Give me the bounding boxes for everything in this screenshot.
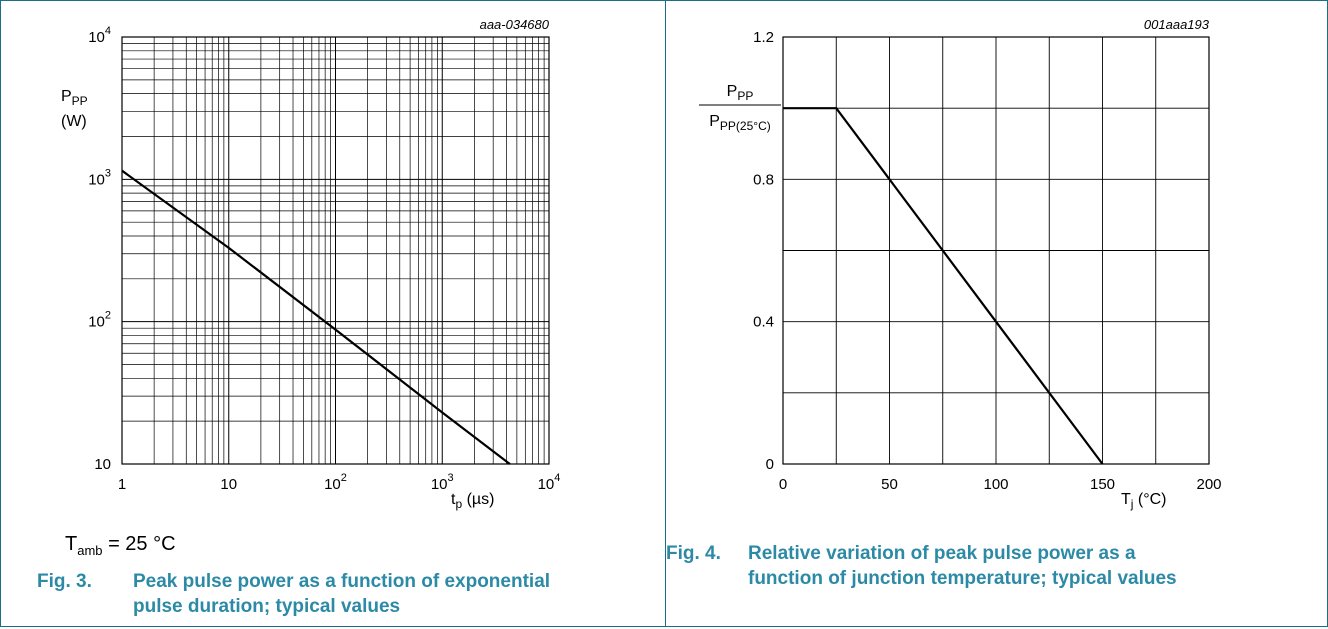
chart4-tick-labels: 0 50 100 150 200 0 0.4 0.8 1.2 — [753, 29, 1221, 493]
chart3-y-axis-unit: (W) — [61, 113, 87, 130]
chart3-y-tick-label: 104 — [88, 25, 111, 46]
chart3-tick-labels: 1 10 102 103 104 10 102 103 104 — [88, 25, 560, 493]
chart4-y-tick-label: 0.4 — [753, 314, 774, 331]
chart3-y-tick-label: 10 — [94, 456, 111, 473]
chart4-grid — [782, 36, 1210, 465]
chart4-x-axis-label: Tj (°C) — [1121, 491, 1167, 511]
relative-pulse-power-vs-temperature-chart: 0 50 100 150 200 0 0.4 0.8 1.2 001aaa193 PPP PPP… — [699, 17, 1222, 511]
chart3-x-tick-label: 102 — [324, 472, 347, 493]
chart3-x-tick-label: 103 — [431, 472, 454, 493]
pulse-power-vs-duration-chart: 1 10 102 103 104 10 102 103 104 aaa-034680 PPP (… — [61, 17, 560, 511]
chart3-series-line — [121, 169, 511, 465]
svg-text:PPP: PPP — [727, 83, 754, 103]
chart4-series-line — [783, 107, 1104, 465]
chart4-x-tick-label: 0 — [779, 476, 787, 493]
figure-4-panel: 0 50 100 150 200 0 0.4 0.8 1.2 001aaa193 PPP PPP… — [665, 0, 1328, 627]
chart3-x-tick-label: 10 — [220, 476, 237, 493]
chart4-doc-code: 001aaa193 — [1144, 17, 1210, 32]
chart4-y-axis-label: PPP PPP(25°C) — [699, 83, 781, 133]
svg-text:PPP(25°C): PPP(25°C) — [709, 113, 770, 133]
chart3-frame — [121, 36, 550, 465]
chart4-frame — [782, 36, 1210, 465]
chart4-x-tick-label: 200 — [1196, 476, 1221, 493]
ambient-temperature-note: Tamb = 25 °C — [65, 533, 176, 558]
chart4-x-tick-label: 150 — [1090, 476, 1115, 493]
figure-3-caption: Fig. 3. Peak pulse power as a function o… — [37, 571, 551, 617]
chart3-y-axis-label: PPP — [61, 88, 88, 108]
chart4-y-tick-label: 0 — [766, 456, 774, 473]
chart3-x-tick-label: 1 — [118, 476, 126, 493]
figure-4-caption: Fig. 4. Relative variation of peak pulse… — [666, 543, 1177, 589]
chart3-y-tick-label: 103 — [88, 167, 111, 188]
chart4-y-tick-label: 1.2 — [753, 29, 774, 46]
chart3-y-tick-label: 102 — [88, 310, 111, 331]
chart4-x-tick-label: 100 — [983, 476, 1008, 493]
chart3-grid — [121, 36, 550, 465]
chart4-x-tick-label: 50 — [881, 476, 898, 493]
chart4-y-tick-label: 0.8 — [753, 171, 774, 188]
chart3-doc-code: aaa-034680 — [480, 17, 550, 32]
chart3-x-axis-label: tp (µs) — [451, 491, 494, 511]
chart3-x-tick-label: 104 — [538, 472, 561, 493]
figure-3-panel: 1 10 102 103 104 10 102 103 104 aaa-034680 PPP (… — [0, 0, 666, 627]
